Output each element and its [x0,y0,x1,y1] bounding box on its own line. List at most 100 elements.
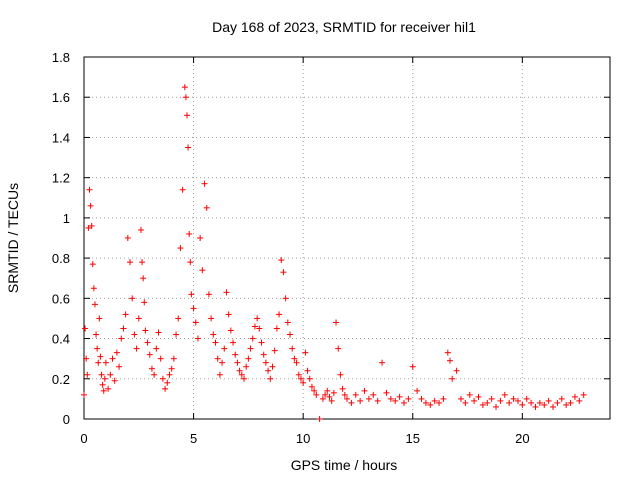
data-point [580,391,587,398]
data-point [168,365,175,372]
data-point [181,84,188,91]
data-point [146,351,153,358]
y-tick-label: 1.2 [52,171,70,186]
data-point [352,391,359,398]
data-point [179,186,186,193]
data-point [127,259,134,266]
data-point [337,371,344,378]
data-point [234,359,241,366]
data-point [254,315,261,322]
data-point [201,180,208,187]
x-axis-label: GPS time / hours [291,457,398,473]
data-point [304,367,311,374]
data-point [155,329,162,336]
data-point [514,397,521,404]
data-point [93,331,100,338]
data-point [124,235,131,241]
data-point [251,323,258,330]
data-point [177,245,184,252]
data-point [205,291,212,298]
data-point [262,359,269,366]
y-tick-label: 0.8 [52,251,70,266]
data-point [82,325,89,332]
data-point [157,355,164,362]
data-point [184,112,191,119]
data-point [144,339,151,346]
data-point [333,319,340,326]
data-point [457,395,464,402]
data-point [284,319,291,326]
data-point [365,395,372,402]
x-axis-ticks: 0 5 10 15 20 [80,57,530,446]
data-point [170,355,177,362]
data-point [249,335,256,342]
data-point [418,395,425,402]
x-tick-label: 10 [296,431,310,446]
y-tick-label: 1 [63,211,70,226]
data-point [214,355,221,362]
data-point [267,375,274,382]
data-point [374,397,381,404]
data-point [576,397,583,404]
data-point [135,315,142,322]
data-point [111,377,118,384]
data-point [501,391,508,398]
y-tick-label: 0.2 [52,372,70,387]
data-point [166,371,173,378]
data-point [88,222,95,229]
data-point [148,365,155,372]
data-point [89,261,96,268]
data-point [335,345,342,352]
data-point [232,351,239,358]
data-point [90,285,97,292]
data-point [260,351,267,358]
data-point [550,403,557,410]
data-point [326,393,333,400]
data-point [219,359,226,366]
data-point [140,275,147,282]
data-point [151,371,158,378]
data-point [497,397,504,404]
data-point [100,387,107,394]
data-point [440,395,447,402]
data-point [436,399,443,406]
data-point [330,389,337,396]
data-point [94,345,101,352]
data-point [81,391,87,398]
y-axis-label: SRMTID / TECUs [5,183,21,293]
data-point [427,401,434,408]
data-point [488,395,495,402]
data-point [101,375,108,382]
data-point [197,235,204,241]
data-point [83,355,90,362]
data-point [563,401,570,408]
y-tick-label: 1.8 [52,50,70,65]
data-point [265,367,272,374]
data-point [357,397,364,404]
chart-title: Day 168 of 2023, SRMTID for receiver hil… [212,19,476,35]
data-point [238,371,245,378]
data-point [122,311,129,318]
data-point [287,331,294,338]
x-tick-label: 0 [80,431,87,446]
data-point [208,315,215,322]
data-point [162,385,169,392]
data-point [348,399,355,406]
data-point [142,327,149,334]
data-point [571,393,578,400]
data-point [105,385,112,392]
data-point [216,371,223,378]
data-point [523,395,530,402]
data-point [96,315,103,322]
data-point [519,401,526,408]
data-point [269,363,276,370]
data-point [400,399,407,406]
data-point [567,399,574,406]
data-point [236,367,243,374]
data-point [370,391,377,398]
data-point [471,397,478,404]
data-point [328,397,335,404]
data-point [278,257,285,264]
data-point [109,355,116,362]
